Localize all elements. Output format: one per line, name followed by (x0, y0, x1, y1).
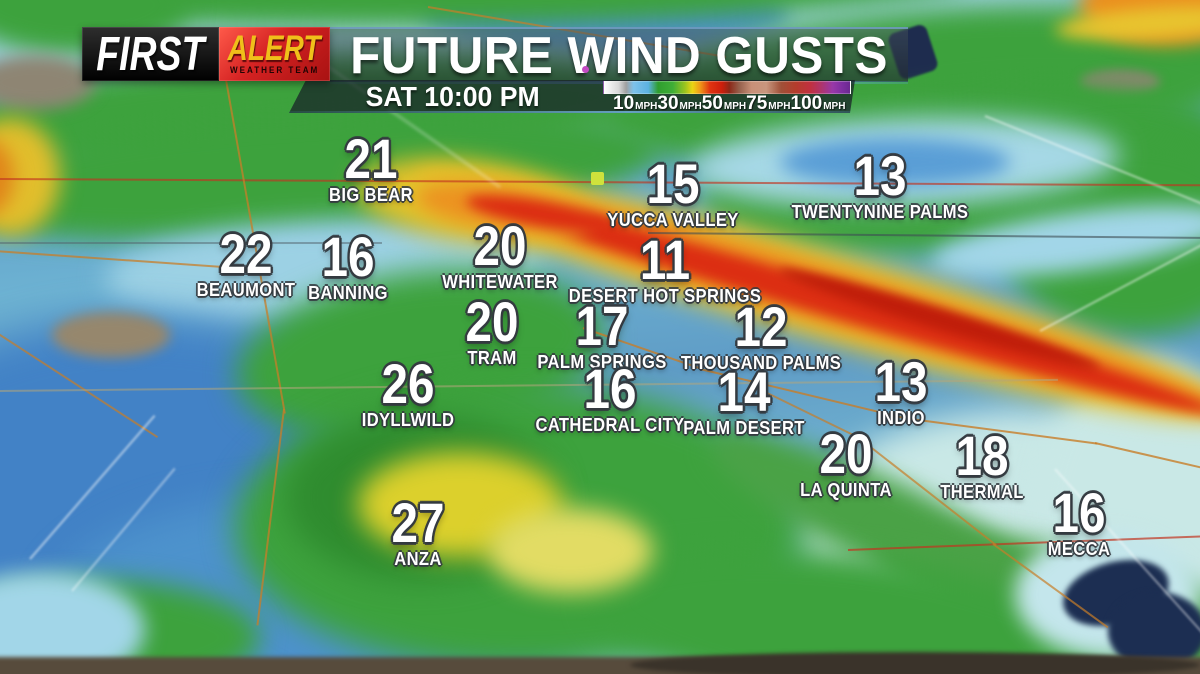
city-label: TWENTYNINE PALMS (791, 201, 969, 222)
station-big-bear: 21 BIG BEAR (325, 127, 416, 206)
gust-value: 14 (717, 360, 771, 423)
station-mecca: 16 MECCA (1045, 481, 1113, 560)
gust-value: 27 (391, 491, 445, 554)
legend-label: 30 MPH (657, 93, 701, 115)
station-idyllwild: 26 IDYLLWILD (358, 352, 459, 431)
gust-value: 21 (344, 127, 398, 190)
map-shade (0, 55, 95, 110)
title-bar: FUTURE WIND GUSTS (330, 27, 908, 85)
subtitle-bar: SAT 10:00 PM 10 MPH 30 MPH 50 MPH 75 MPH 100… (289, 80, 855, 113)
legend-unit: MPH (635, 101, 658, 112)
station-thousand-palms: 12 THOUSAND PALMS (674, 295, 848, 374)
city-label: WHITEWATER (442, 271, 558, 292)
first-alert-logo: FIRST ALERT WEATHER TEAM (82, 27, 330, 81)
station-cathedral-city: 16 CATHEDRAL CITY (529, 357, 691, 436)
map-shade (488, 508, 653, 593)
legend-labels: 10 MPH 30 MPH 50 MPH 75 MPH 100 MPH (603, 93, 851, 115)
city-label: ANZA (394, 548, 442, 569)
gust-value: 15 (646, 152, 700, 215)
legend-value: 50 (701, 93, 723, 114)
logo-first-box: FIRST (82, 27, 219, 81)
gust-value: 18 (955, 424, 1009, 487)
gust-value: 16 (583, 357, 637, 420)
city-label: DESERT HOT SPRINGS (568, 285, 762, 306)
logo-alert-text: ALERT (228, 28, 321, 68)
gust-value: 16 (1052, 481, 1106, 544)
gust-value: 13 (853, 144, 907, 207)
gust-value: 20 (819, 422, 873, 485)
city-label: MECCA (1047, 538, 1111, 559)
gust-value: 11 (639, 228, 691, 291)
city-label: LA QUINTA (800, 479, 892, 500)
city-label: IDYLLWILD (361, 409, 455, 430)
gust-value: 13 (874, 350, 928, 413)
station-indio: 13 INDIO (870, 350, 932, 429)
station-tram: 20 TRAM (461, 290, 523, 369)
city-label: TRAM (467, 347, 517, 368)
station-palm-desert: 14 PALM DESERT (678, 360, 810, 439)
legend-value: 10 (613, 93, 635, 114)
map-shade (780, 138, 1010, 186)
city-label: BEAUMONT (196, 279, 296, 300)
city-label: YUCCA VALLEY (607, 209, 739, 230)
legend-label: 10 MPH (613, 93, 657, 115)
station-yucca-valley: 15 YUCCA VALLEY (602, 152, 745, 231)
gust-value: 20 (473, 214, 527, 277)
gust-value: 22 (219, 222, 273, 285)
legend-unit: MPH (723, 101, 747, 112)
timestamp: SAT 10:00 PM (365, 80, 540, 112)
city-label: CATHEDRAL CITY (535, 414, 685, 435)
gust-value: 26 (381, 352, 435, 415)
station-beaumont: 22 BEAUMONT (192, 222, 299, 301)
legend-label: 50 MPH (702, 93, 746, 115)
legend-value: 30 (657, 93, 679, 114)
station-desert-hot-springs: 11 DESERT HOT SPRINGS (560, 228, 769, 307)
map-marker-square (591, 172, 604, 185)
station-la-quinta: 20 LA QUINTA (796, 422, 896, 501)
legend-value: 75 (746, 93, 768, 114)
map-shade (52, 312, 170, 358)
legend-value: 100 (790, 93, 823, 114)
gust-value: 16 (321, 225, 375, 288)
map-marker-dot (582, 66, 589, 73)
gust-value: 12 (734, 295, 788, 358)
gust-value: 17 (575, 294, 629, 357)
city-label: THERMAL (940, 481, 1024, 502)
legend-unit: MPH (679, 101, 702, 112)
city-label: INDIO (877, 407, 925, 428)
logo-alert-box: ALERT WEATHER TEAM (219, 27, 330, 81)
legend-color-scale (603, 81, 851, 94)
city-label: BANNING (308, 282, 388, 303)
legend-unit: MPH (823, 101, 846, 112)
city-label: THOUSAND PALMS (680, 352, 842, 373)
logo-first-text: FIRST (96, 27, 205, 81)
legend-label: 100 MPH (791, 93, 846, 115)
station-thermal: 18 THERMAL (937, 424, 1028, 503)
page-title: FUTURE WIND GUSTS (350, 26, 888, 85)
city-label: PALM DESERT (683, 417, 805, 438)
city-label: BIG BEAR (329, 184, 413, 205)
station-twentynine-palms: 13 TWENTYNINE PALMS (784, 144, 976, 223)
legend-unit: MPH (768, 101, 791, 112)
station-palm-springs: 17 PALM SPRINGS (532, 294, 672, 373)
map-terrain-edge (630, 652, 1200, 674)
station-banning: 16 BANNING (305, 225, 392, 304)
legend-label: 75 MPH (746, 93, 790, 115)
station-whitewater: 20 WHITEWATER (437, 214, 563, 293)
station-anza: 27 ANZA (387, 491, 449, 570)
city-label: PALM SPRINGS (537, 351, 667, 372)
map-boundary-line (0, 242, 382, 244)
logo-weather-team-text: WEATHER TEAM (229, 65, 320, 76)
gust-value: 20 (465, 290, 519, 353)
wind-speed-legend: 10 MPH 30 MPH 50 MPH 75 MPH 100 MPH (603, 78, 859, 115)
